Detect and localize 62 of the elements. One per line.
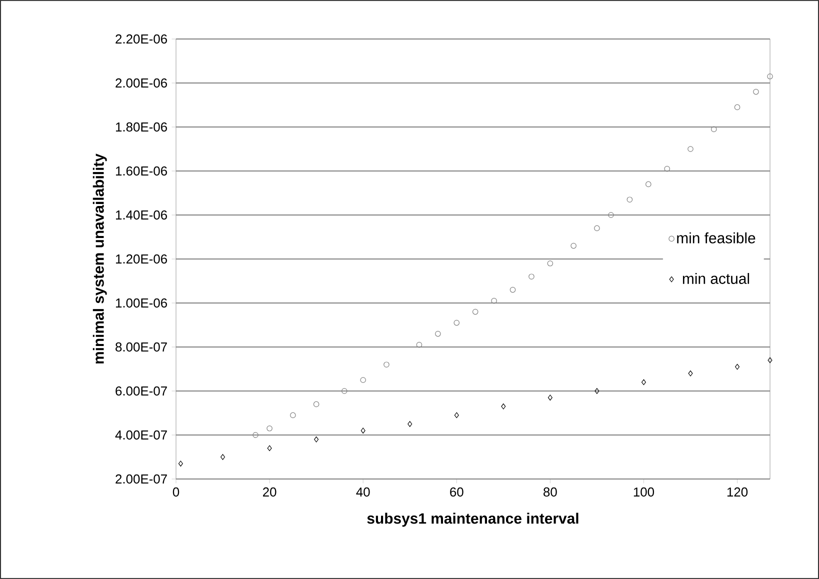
point: [594, 225, 600, 232]
x-tick-label: 120: [727, 487, 748, 497]
y-tick-label: 4.00E-07: [115, 430, 167, 440]
legend-label: min actual: [682, 272, 750, 284]
point: [594, 388, 600, 394]
point: [220, 454, 226, 460]
y-axis-title: minimal system unavailability: [92, 154, 107, 364]
point: [734, 104, 740, 110]
x-tick-label: 100: [634, 487, 654, 497]
point: [384, 362, 390, 368]
point: [501, 404, 506, 410]
point: [178, 460, 183, 466]
point: [664, 166, 670, 172]
y-tick-label: 6.00E-07: [116, 386, 167, 396]
point: [528, 274, 534, 280]
x-tick-label: 60: [450, 487, 464, 497]
y-tick-label: 2.00E-06: [116, 78, 167, 88]
y-tick-label: 1.20E-06: [116, 254, 167, 264]
point: [454, 320, 460, 326]
point: [360, 428, 366, 434]
y-tick-label: 1.40E-06: [116, 210, 167, 220]
y-tick-label: 1.00E-06: [116, 298, 167, 308]
point: [313, 401, 320, 408]
point: [290, 412, 296, 418]
point: [267, 445, 272, 452]
x-tick-label: 80: [544, 487, 557, 497]
x-tick-label: 0: [172, 487, 180, 497]
point: [266, 426, 272, 432]
point: [252, 432, 258, 438]
y-tick-label: 1.80E-06: [116, 122, 167, 132]
point: [435, 330, 441, 337]
point: [341, 388, 348, 394]
point: [753, 88, 759, 95]
point: [626, 196, 633, 202]
point: [688, 370, 693, 376]
x-tick-label: 40: [356, 487, 370, 497]
point: [608, 212, 614, 218]
point: [510, 286, 516, 293]
point: [314, 436, 319, 442]
point: [454, 412, 459, 418]
point: [646, 181, 652, 188]
point: [641, 379, 646, 386]
point: [416, 342, 422, 348]
y-tick-label: 8.00E-07: [116, 342, 167, 352]
point: [688, 146, 694, 152]
point: [408, 421, 412, 427]
legend-label: min feasible: [677, 232, 756, 244]
point: [570, 242, 576, 249]
y-tick-label: 1.60E-06: [116, 166, 167, 176]
point: [767, 73, 773, 80]
y-tick-label: 2.00E-07: [116, 474, 167, 484]
x-tick-label: 20: [263, 487, 276, 497]
point: [548, 394, 552, 400]
point: [491, 298, 497, 304]
x-axis-title: subsys1 maintenance interval: [367, 512, 578, 527]
point: [710, 126, 717, 132]
point: [735, 364, 740, 370]
y-tick-label: 2.20E-06: [116, 34, 167, 44]
point: [547, 260, 554, 266]
point: [360, 377, 366, 383]
point: [472, 308, 478, 315]
point: [768, 357, 772, 364]
